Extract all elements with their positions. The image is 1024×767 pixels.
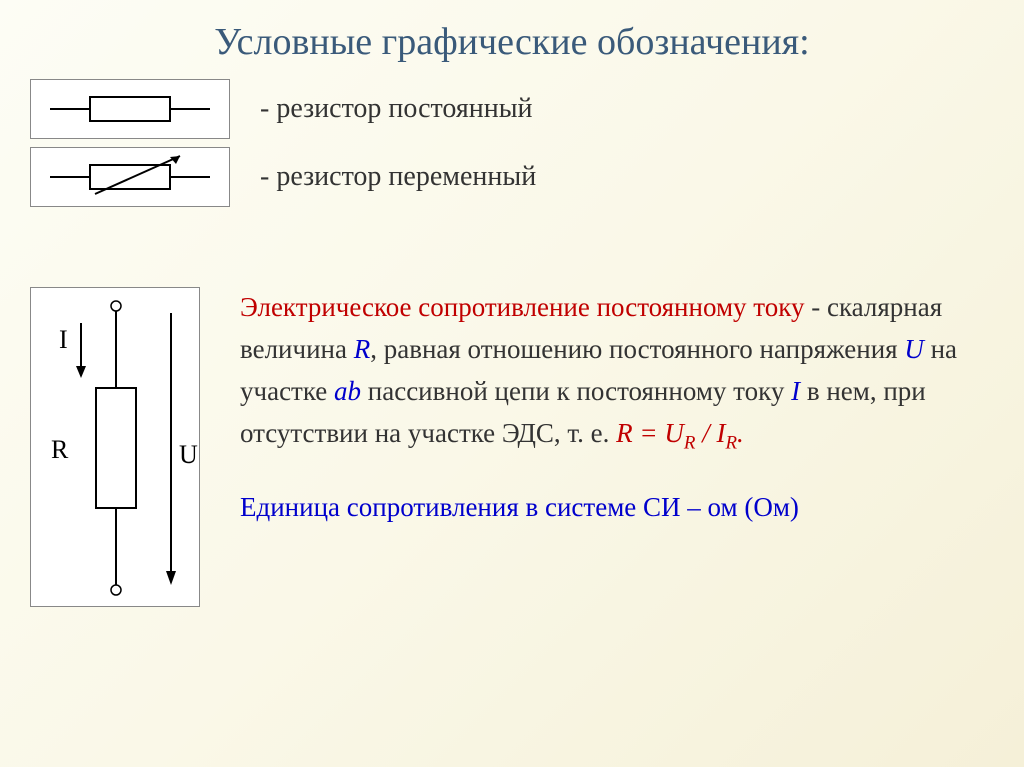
fixed-resistor-symbol [30, 79, 230, 139]
f-dot: . [737, 418, 744, 448]
fixed-resistor-label: - резистор постоянный [260, 93, 533, 125]
variable-resistor-icon [40, 152, 220, 202]
definition-text: Электрическое сопротивление постоянному … [240, 287, 984, 457]
term: Электрическое сопротивление постоянному … [240, 292, 804, 322]
symbol-row-variable: - резистор переменный [30, 147, 1024, 207]
circuit-U-label: U [179, 440, 198, 469]
def-p4: пассивной цепи к постоянному току [361, 376, 791, 406]
f-R: R [616, 418, 633, 448]
variable-resistor-symbol [30, 147, 230, 207]
circuit-I-label: I [59, 325, 68, 354]
symbol-row-fixed: - резистор постоянный [30, 79, 1024, 139]
circuit-R-label: R [51, 435, 69, 464]
variable-resistor-label: - резистор переменный [260, 161, 536, 193]
fixed-resistor-icon [40, 89, 220, 129]
f-slash: / [695, 418, 716, 448]
def-ab: ab [334, 376, 361, 406]
f-eq: = [633, 418, 665, 448]
page-title: Условные графические обозначения: [0, 0, 1024, 64]
circuit-icon: I R U [31, 288, 201, 608]
f-Usub: R [684, 432, 696, 453]
f-Isub: R [725, 432, 737, 453]
symbols-section: - резистор постоянный - резистор перемен… [30, 79, 1024, 207]
def-U: U [904, 334, 924, 364]
circuit-diagram: I R U [30, 287, 200, 607]
f-U: U [664, 418, 684, 448]
unit-line: Единица сопротивления в системе СИ – ом … [240, 492, 984, 523]
main-content: I R U Электрическое сопротивление постоя… [0, 287, 1024, 607]
formula: R = UR / IR. [616, 418, 744, 448]
def-p2: , равная отношению постоянного напряжени… [370, 334, 904, 364]
def-I: I [791, 376, 800, 406]
definition-block: Электрическое сопротивление постоянному … [240, 287, 984, 607]
def-R: R [354, 334, 371, 364]
